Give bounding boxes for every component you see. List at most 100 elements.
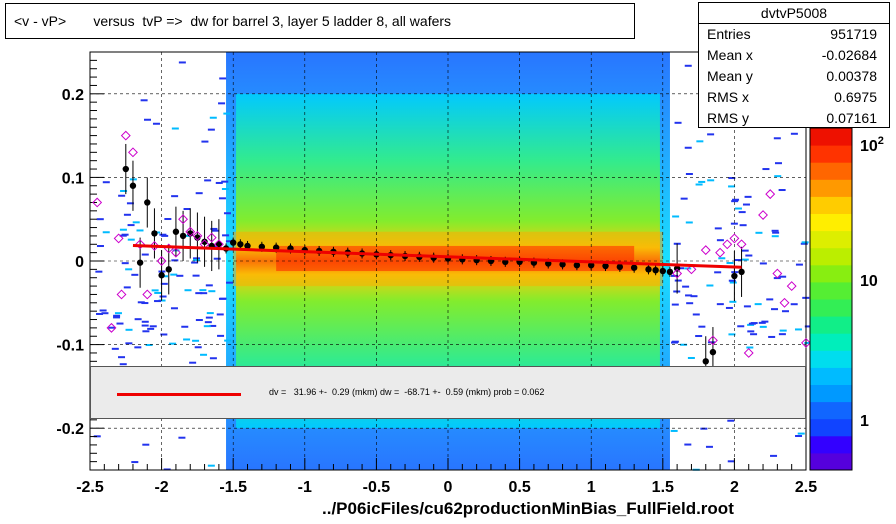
heatmap-sparse-cell: [741, 258, 749, 261]
heatmap-sparse-cell: [193, 257, 201, 260]
fit-line: [132, 244, 742, 269]
heatmap-sparse-cell: [790, 132, 798, 135]
profile-point: [122, 165, 129, 173]
heatmap-sparse-cell: [773, 137, 781, 140]
profile-point: [244, 242, 251, 250]
color-scale-label: 1: [860, 413, 869, 430]
profile-point: [201, 238, 208, 245]
heatmap-sparse-cell: [211, 229, 219, 232]
heatmap-sparse-cell: [208, 290, 216, 293]
heatmap-sparse-cell: [684, 443, 692, 446]
open-point: [178, 214, 189, 225]
heatmap-sparse-cell: [93, 435, 101, 438]
heatmap-sparse-cell: [674, 121, 682, 124]
heatmap-sparse-cell: [121, 233, 129, 236]
heatmap-sparse-cell: [158, 299, 166, 302]
heatmap-sparse-cell: [737, 325, 745, 328]
heatmap-sparse-cell: [795, 263, 803, 266]
color-scale-cell: [810, 128, 852, 146]
heatmap-sparse-cell: [96, 218, 104, 221]
stats-row-rms-x: RMS x 0.6975: [707, 89, 877, 105]
profile-point: [652, 266, 659, 274]
fit-legend-line: [117, 393, 241, 396]
profile-point: [645, 266, 652, 273]
open-point: [786, 281, 797, 292]
heatmap-sparse-cell: [728, 279, 736, 282]
heatmap-sparse-cell: [176, 274, 184, 277]
heatmap-sparse-cell: [191, 261, 199, 264]
heatmap-sparse-cell: [144, 118, 152, 121]
heatmap-sparse-cell: [726, 261, 734, 264]
open-point: [199, 239, 210, 250]
heatmap-sparse-cell: [674, 279, 682, 282]
color-scale-cell: [810, 162, 852, 180]
heatmap-sparse-cell: [728, 333, 736, 336]
stats-box: dvtvP5008 Entries 951719 Mean x -0.02684 M…: [698, 2, 890, 128]
heatmap-sparse-cell: [216, 313, 224, 316]
heatmap-sparse-cell: [221, 188, 229, 191]
heatmap-sparse-cell: [700, 427, 708, 430]
heatmap-sparse-cell: [725, 306, 733, 309]
heatmap-sparse-cell: [170, 307, 178, 310]
heatmap-sparse-cell: [728, 177, 736, 180]
profile-point: [144, 199, 151, 206]
color-scale-cell: [810, 452, 852, 471]
heatmap-sparse-cell: [729, 281, 737, 284]
color-scale-bar: [809, 127, 853, 471]
x-tick-label: -1.5: [219, 479, 247, 496]
open-point: [758, 210, 768, 220]
heatmap-sparse-cell: [125, 268, 133, 271]
heatmap-sparse-cell: [739, 224, 747, 227]
open-point: [686, 264, 697, 275]
heatmap-sparse-cell: [199, 289, 207, 292]
heatmap-sparse-cell: [223, 212, 231, 215]
heatmap-sparse-cell: [695, 335, 703, 338]
heatmap-sparse-cell: [778, 333, 786, 336]
heatmap-sparse-cell: [161, 234, 169, 237]
heatmap-sparse-cell: [770, 454, 778, 457]
heatmap-sparse-cell: [744, 195, 752, 198]
heatmap-sparse-cell: [687, 356, 695, 359]
color-scale-label: 102: [860, 135, 884, 155]
heatmap-sparse-cell: [108, 326, 116, 329]
open-point: [185, 226, 196, 237]
open-point: [715, 247, 726, 258]
heatmap-sparse-cell: [671, 340, 679, 343]
color-scale-cell: [810, 350, 852, 368]
open-point: [736, 239, 747, 250]
heatmap-sparse-cell: [682, 285, 690, 288]
y-tick-label: 0.2: [62, 87, 84, 104]
heatmap-sparse-cell: [774, 162, 782, 165]
heatmap-sparse-cell: [154, 300, 162, 303]
profile-point: [573, 261, 581, 269]
heatmap-sparse-cell: [119, 363, 127, 366]
heatmap-sparse-cell: [125, 342, 133, 345]
chart-marks: [92, 130, 811, 387]
heatmap-sparse-cell: [680, 343, 688, 346]
open-point: [156, 256, 167, 266]
open-point: [213, 239, 224, 250]
profile-point: [731, 272, 738, 280]
heatmap-sparse-cell: [707, 341, 715, 344]
open-point: [779, 297, 790, 308]
heatmap-sparse-cell: [685, 221, 693, 224]
heatmap-sparse-cell: [671, 303, 679, 306]
heatmap-sparse-cell: [136, 229, 144, 232]
open-point: [700, 245, 711, 256]
heatmap-sparse-cell: [204, 321, 212, 324]
open-point: [149, 241, 160, 251]
open-point: [801, 337, 811, 348]
heatmap-sparse-cell: [729, 300, 737, 303]
heatmap-sparse-cell: [727, 460, 735, 463]
x-tick-label: -0.5: [363, 479, 391, 496]
heatmap-sparse-cell: [677, 267, 685, 270]
heatmap-sparse-cell: [804, 341, 812, 344]
heatmap-sparse-cell: [207, 128, 215, 131]
heatmap-sparse-cell: [131, 273, 139, 276]
heatmap-sparse-cell: [734, 259, 742, 262]
heatmap-sparse-cell: [797, 432, 805, 435]
heatmap-sparse-cell: [201, 140, 209, 143]
heatmap-sparse-cell: [96, 312, 104, 315]
heatmap-sparse-cell: [698, 325, 706, 328]
heatmap-sparse-cell: [123, 286, 131, 289]
